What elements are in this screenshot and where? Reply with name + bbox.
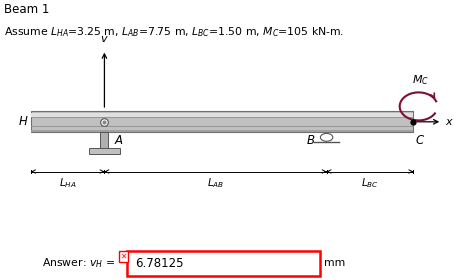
Text: $L_{HA}$: $L_{HA}$ [59, 177, 77, 190]
Circle shape [321, 134, 333, 141]
Text: Answer: $v_H$ =: Answer: $v_H$ = [43, 256, 115, 270]
Text: $C$: $C$ [415, 134, 425, 147]
Text: Assume $L_{HA}$=3.25 m, $L_{AB}$=7.75 m, $L_{BC}$=1.50 m, $M_C$=105 kN-m.: Assume $L_{HA}$=3.25 m, $L_{AB}$=7.75 m,… [5, 25, 345, 39]
Text: mm: mm [324, 258, 345, 268]
Bar [31, 111, 413, 132]
Text: $A$: $A$ [114, 134, 124, 147]
Text: $L_{BC}$: $L_{BC}$ [361, 177, 379, 190]
Text: ✕: ✕ [120, 252, 127, 261]
Bar [100, 132, 109, 148]
Text: $L_{AB}$: $L_{AB}$ [207, 177, 224, 190]
Text: $v$: $v$ [100, 34, 109, 44]
Bar [31, 113, 413, 117]
FancyBboxPatch shape [118, 251, 128, 262]
Text: Beam 1: Beam 1 [5, 3, 50, 16]
Bar [89, 148, 120, 154]
Bar [31, 130, 413, 132]
Text: $x$: $x$ [445, 117, 454, 127]
Text: $H$: $H$ [18, 115, 29, 128]
Text: 6.78125: 6.78125 [135, 257, 183, 270]
Text: $M_C$: $M_C$ [412, 73, 429, 87]
FancyBboxPatch shape [127, 251, 320, 276]
Text: $B$: $B$ [306, 134, 316, 147]
